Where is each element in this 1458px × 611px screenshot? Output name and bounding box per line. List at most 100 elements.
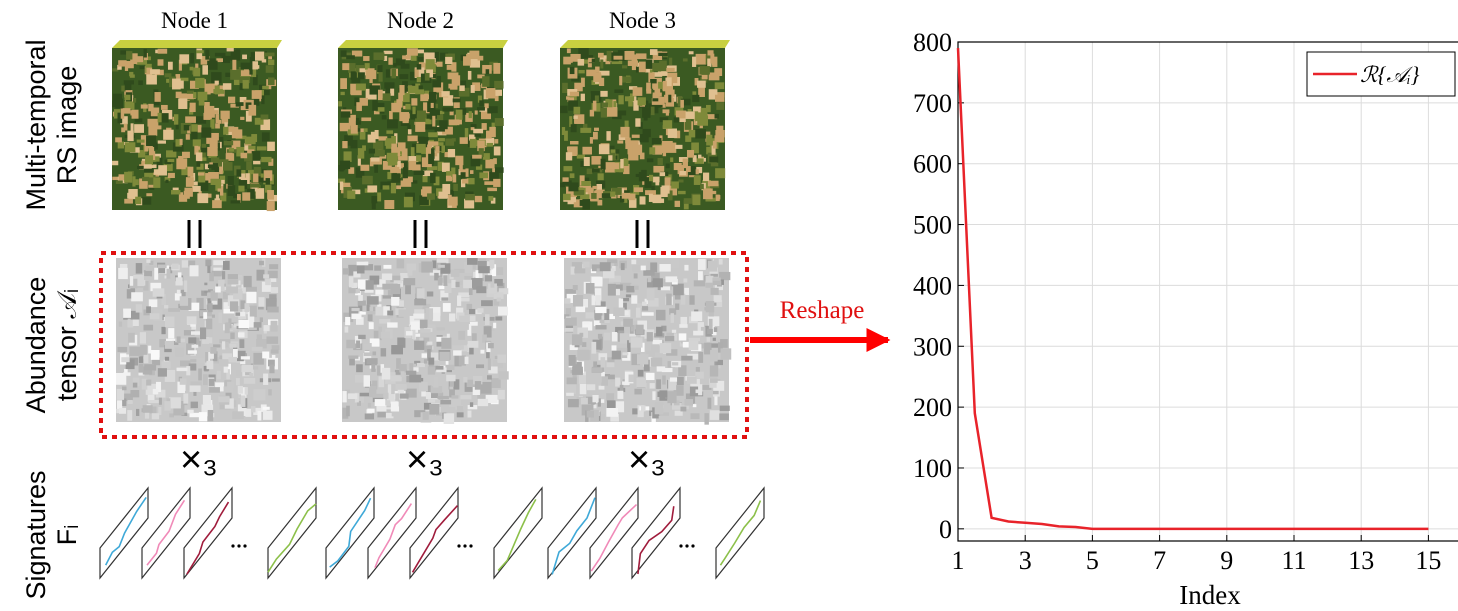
image-patch <box>188 167 194 177</box>
image-patch <box>438 138 445 141</box>
abundance-patch <box>564 328 573 332</box>
abundance-patch <box>632 265 640 271</box>
image-patch <box>383 185 390 189</box>
image-patch <box>716 126 723 131</box>
abundance-patch <box>251 406 256 412</box>
abundance-patch <box>452 345 464 349</box>
abundance-patch <box>443 275 447 286</box>
image-patch <box>412 107 415 115</box>
abundance-patch <box>213 268 221 271</box>
image-patch <box>132 110 139 119</box>
abundance-patch <box>241 356 250 359</box>
abundance-patch <box>208 303 212 312</box>
abundance-patch <box>230 344 237 348</box>
ellipsis-dot <box>457 544 460 547</box>
image-patch <box>459 161 463 171</box>
image-patch <box>698 155 701 159</box>
abundance-patch <box>381 332 390 339</box>
abundance-patch <box>587 384 595 390</box>
abundance-patch <box>642 306 648 310</box>
abundance-patch <box>461 298 470 301</box>
abundance-patch <box>230 301 238 311</box>
image-patch <box>417 64 422 69</box>
abundance-patch <box>646 382 649 390</box>
image-patch <box>388 58 392 65</box>
signature-curve <box>330 498 371 567</box>
abundance-patch <box>218 396 229 402</box>
image-patch <box>408 129 412 134</box>
chart: 010020030040050060070080013579111315Inde… <box>913 28 1458 610</box>
image-patch <box>472 155 482 159</box>
abundance-patch <box>209 272 214 281</box>
abundance-patch <box>710 410 720 420</box>
image-patch <box>193 68 200 77</box>
image-patch <box>620 127 629 138</box>
image-patch <box>582 147 592 155</box>
abundance-patch <box>710 365 718 376</box>
abundance-patch <box>246 292 256 303</box>
image-patch <box>268 60 274 66</box>
image-patch <box>592 59 595 63</box>
abundance-patch <box>365 413 374 419</box>
abundance-patch <box>647 288 655 300</box>
abundance-patch <box>637 354 648 364</box>
abundance-patch <box>166 269 170 279</box>
abundance-patch <box>713 338 716 341</box>
image-patch <box>207 147 217 156</box>
abundance-patch <box>642 312 654 316</box>
image-patch <box>150 69 160 74</box>
abundance-patch <box>698 271 703 281</box>
ellipsis-dot <box>685 544 688 547</box>
abundance-patch <box>123 309 131 318</box>
abundance-patch <box>566 393 574 396</box>
image-patch <box>402 55 410 59</box>
image-patch <box>384 51 393 54</box>
abundance-patch <box>351 308 359 311</box>
mode-product: ×₃ <box>406 439 444 481</box>
image-patch <box>141 197 151 204</box>
abundance-patch <box>400 393 409 398</box>
image-patch <box>407 125 410 130</box>
abundance-patch <box>188 350 197 353</box>
image-patch <box>601 108 608 118</box>
row-label: Multi-temporal <box>21 39 51 210</box>
x-tick-label: 5 <box>1086 546 1099 575</box>
image-patch <box>356 102 362 111</box>
abundance-patch <box>345 326 349 332</box>
abundance-patch <box>660 343 671 353</box>
image-patch <box>342 63 349 70</box>
image-patch <box>453 174 457 182</box>
image-patch <box>215 81 219 85</box>
abundance-patch <box>222 341 225 349</box>
image-patch <box>471 85 475 93</box>
image-patch <box>713 141 717 149</box>
image-patch <box>250 184 260 188</box>
image-top <box>338 40 508 48</box>
abundance-patch <box>675 411 683 416</box>
image-patch <box>199 100 205 105</box>
image-patch <box>371 157 380 161</box>
image-patch <box>368 135 376 143</box>
image-patch <box>198 92 208 101</box>
image-patch <box>190 67 194 71</box>
abundance-patch <box>428 366 435 374</box>
abundance-patch <box>192 345 199 348</box>
abundance-patch <box>626 286 634 293</box>
abundance-patch <box>465 357 469 364</box>
image-patch <box>709 157 718 163</box>
abundance-patch <box>250 306 257 318</box>
abundance-patch <box>675 303 679 309</box>
image-patch <box>566 152 572 160</box>
abundance-patch <box>670 377 677 381</box>
image-patch <box>221 180 225 184</box>
abundance-patch <box>679 324 687 328</box>
image-patch <box>415 122 425 132</box>
image-patch <box>168 62 173 70</box>
abundance-patch <box>257 411 261 421</box>
mode-product: ×₃ <box>180 439 218 481</box>
abundance-patch <box>679 333 687 340</box>
abundance-patch <box>349 276 354 287</box>
abundance-patch <box>601 376 608 385</box>
image-patch <box>468 71 472 80</box>
image-patch <box>659 61 667 72</box>
